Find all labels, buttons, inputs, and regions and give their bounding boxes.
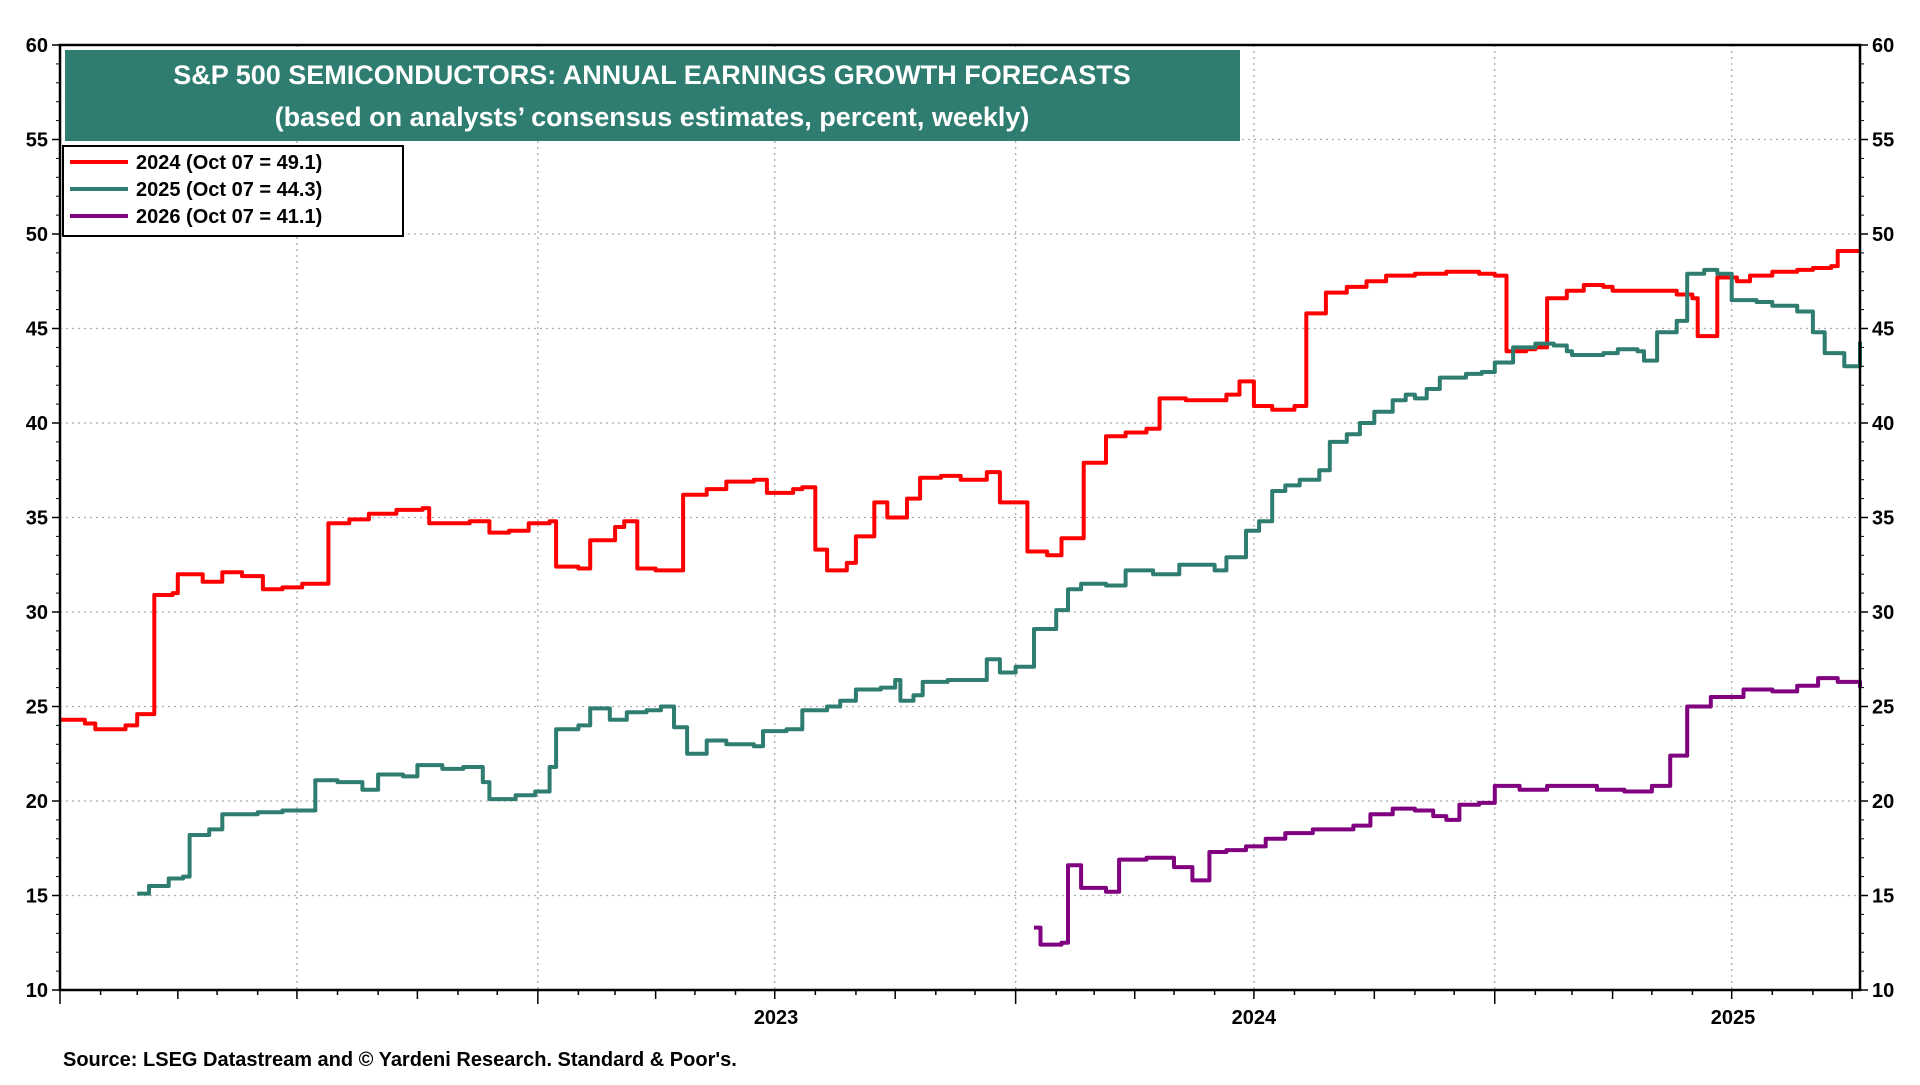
grid: [60, 45, 1860, 990]
y-tick-label-right: 25: [1872, 697, 1894, 719]
series-line-0: [60, 249, 1860, 732]
x-axis: 2023 2024 2025: [754, 1007, 1755, 1029]
series-lines: [60, 249, 1862, 947]
y-tick-label-left: 15: [26, 886, 48, 908]
legend: 2024 (Oct 07 = 49.1) 2025 (Oct 07 = 44.3)…: [62, 145, 404, 237]
y-tick-label-left: 20: [26, 791, 48, 813]
y-tick-label-right: 30: [1872, 602, 1894, 624]
y-axis-right: 10 15 20 25 30 35 40 45 50 55 60: [1872, 35, 1894, 1002]
series-line-1: [137, 267, 1862, 896]
legend-label-2: 2026 (Oct 07 = 41.1): [136, 206, 322, 228]
y-tick-label-left: 10: [26, 980, 48, 1002]
y-tick-label-right: 15: [1872, 886, 1894, 908]
title-box: S&P 500 SEMICONDUCTORS: ANNUAL EARNINGS …: [65, 50, 1240, 141]
chart-title: S&P 500 SEMICONDUCTORS: ANNUAL EARNINGS …: [173, 60, 1131, 90]
axis-ticks: [52, 44, 1868, 1004]
y-tick-label-left: 30: [26, 602, 48, 624]
y-tick-label-left: 50: [26, 224, 48, 246]
title-background: [65, 50, 1240, 141]
y-tick-label-right: 45: [1872, 319, 1894, 341]
y-tick-label-right: 50: [1872, 224, 1894, 246]
source-note: Source: LSEG Datastream and © Yardeni Re…: [63, 1049, 737, 1071]
series-line-2: [1034, 676, 1862, 947]
x-year-label: 2025: [1711, 1007, 1756, 1029]
chart-subtitle: (based on analysts’ consensus estimates,…: [275, 102, 1030, 132]
y-tick-label-right: 10: [1872, 980, 1894, 1002]
y-tick-label-right: 35: [1872, 508, 1894, 530]
x-year-label: 2024: [1232, 1007, 1277, 1029]
y-tick-label-left: 45: [26, 319, 48, 341]
y-tick-label-left: 40: [26, 413, 48, 435]
y-tick-label-right: 60: [1872, 35, 1894, 57]
y-tick-label-right: 55: [1872, 130, 1894, 152]
legend-label-1: 2025 (Oct 07 = 44.3): [136, 179, 322, 201]
y-tick-label-right: 20: [1872, 791, 1894, 813]
y-tick-label-left: 25: [26, 697, 48, 719]
y-tick-label-left: 55: [26, 130, 48, 152]
y-tick-label-right: 40: [1872, 413, 1894, 435]
y-axis-left: 10 15 20 25 30 35 40 45 50 55 60: [26, 35, 48, 1002]
legend-label-0: 2024 (Oct 07 = 49.1): [136, 152, 322, 174]
y-tick-label-left: 60: [26, 35, 48, 57]
x-year-label: 2023: [754, 1007, 799, 1029]
y-tick-label-left: 35: [26, 508, 48, 530]
